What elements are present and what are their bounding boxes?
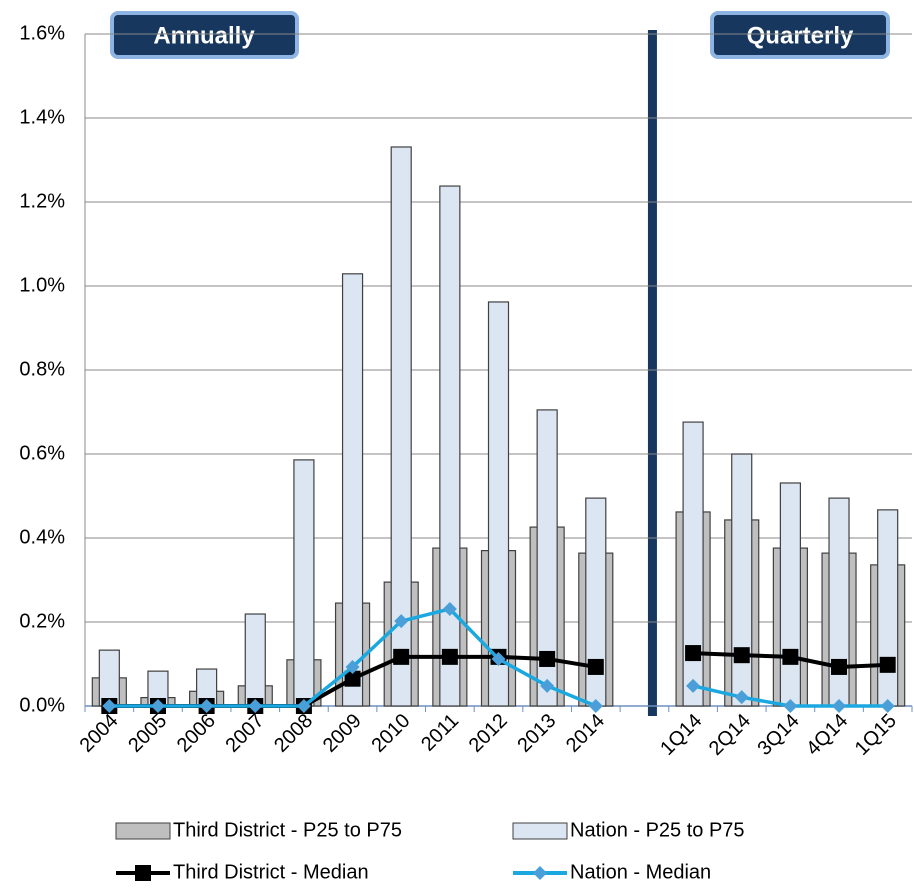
x-tick-label: 2010 [367,710,414,757]
bar [293,459,315,707]
marker [442,601,457,616]
bar [98,649,120,707]
marker [248,699,263,713]
marker [685,645,702,662]
marker [540,678,555,693]
marker [831,658,848,675]
x-tick-label: 3Q14 [753,710,803,760]
marker [879,656,896,673]
legend-label: Nation - Median [570,861,711,883]
x-tick-label: 1Q15 [851,710,901,760]
bar [536,409,558,707]
x-tick-label: 2008 [270,710,317,757]
marker [832,699,847,713]
marker [686,678,701,693]
bar [779,482,801,707]
marker [733,647,750,664]
marker [880,699,895,713]
x-tick-label: 2013 [513,710,560,757]
marker [491,651,506,666]
marker [150,699,165,713]
x-tick-label: 2009 [319,710,366,757]
legend-label: Third District - P25 to P75 [173,819,402,841]
x-tick-label: 2005 [124,710,171,757]
marker [199,699,214,713]
marker [588,699,603,713]
x-tick-label: 2Q14 [705,710,755,760]
legend-label: Nation - P25 to P75 [570,819,745,841]
bar [244,613,266,707]
x-tick-label: 2014 [562,710,609,757]
marker [539,650,556,667]
y-tick-label: 1.0% [19,274,65,296]
marker [734,690,749,705]
x-tick-label: 2004 [76,710,123,757]
y-tick-label: 0.0% [19,694,65,716]
bar [731,453,753,707]
x-tick-label: 2011 [417,710,463,756]
x-tick-label: 2006 [173,710,220,757]
legend-marker [533,866,547,880]
y-tick-label: 0.6% [19,442,65,464]
legend-label: Third District - Median [173,861,369,883]
y-tick-label: 1.6% [19,22,65,44]
bar [439,185,461,707]
legend-swatch [512,822,568,840]
marker [783,699,798,713]
y-tick-label: 0.2% [19,610,65,632]
legend-marker [135,865,151,881]
bar [877,509,899,707]
marker [102,699,117,713]
legend-swatch [115,822,171,840]
marker [587,658,604,675]
marker [344,670,361,687]
x-tick-label: 4Q14 [802,710,852,760]
x-tick-label: 2007 [222,710,269,757]
bar [341,273,364,707]
annotation-box [110,11,299,59]
marker [782,648,799,665]
annotation: Annually [153,22,255,49]
y-tick-label: 1.2% [19,190,65,212]
y-tick-label: 0.4% [19,526,65,548]
bar [487,301,510,707]
marker [441,648,458,665]
annotation-box [710,11,890,59]
y-tick-label: 0.8% [19,358,65,380]
marker [296,699,311,713]
marker [393,648,410,665]
x-tick-label: 2012 [465,710,512,757]
annotation: Quarterly [747,22,854,49]
bar [682,421,704,707]
marker [345,659,360,674]
y-tick-label: 1.4% [19,106,65,128]
bar [390,146,412,707]
marker [394,614,409,629]
x-tick-label: 1Q14 [656,710,706,760]
